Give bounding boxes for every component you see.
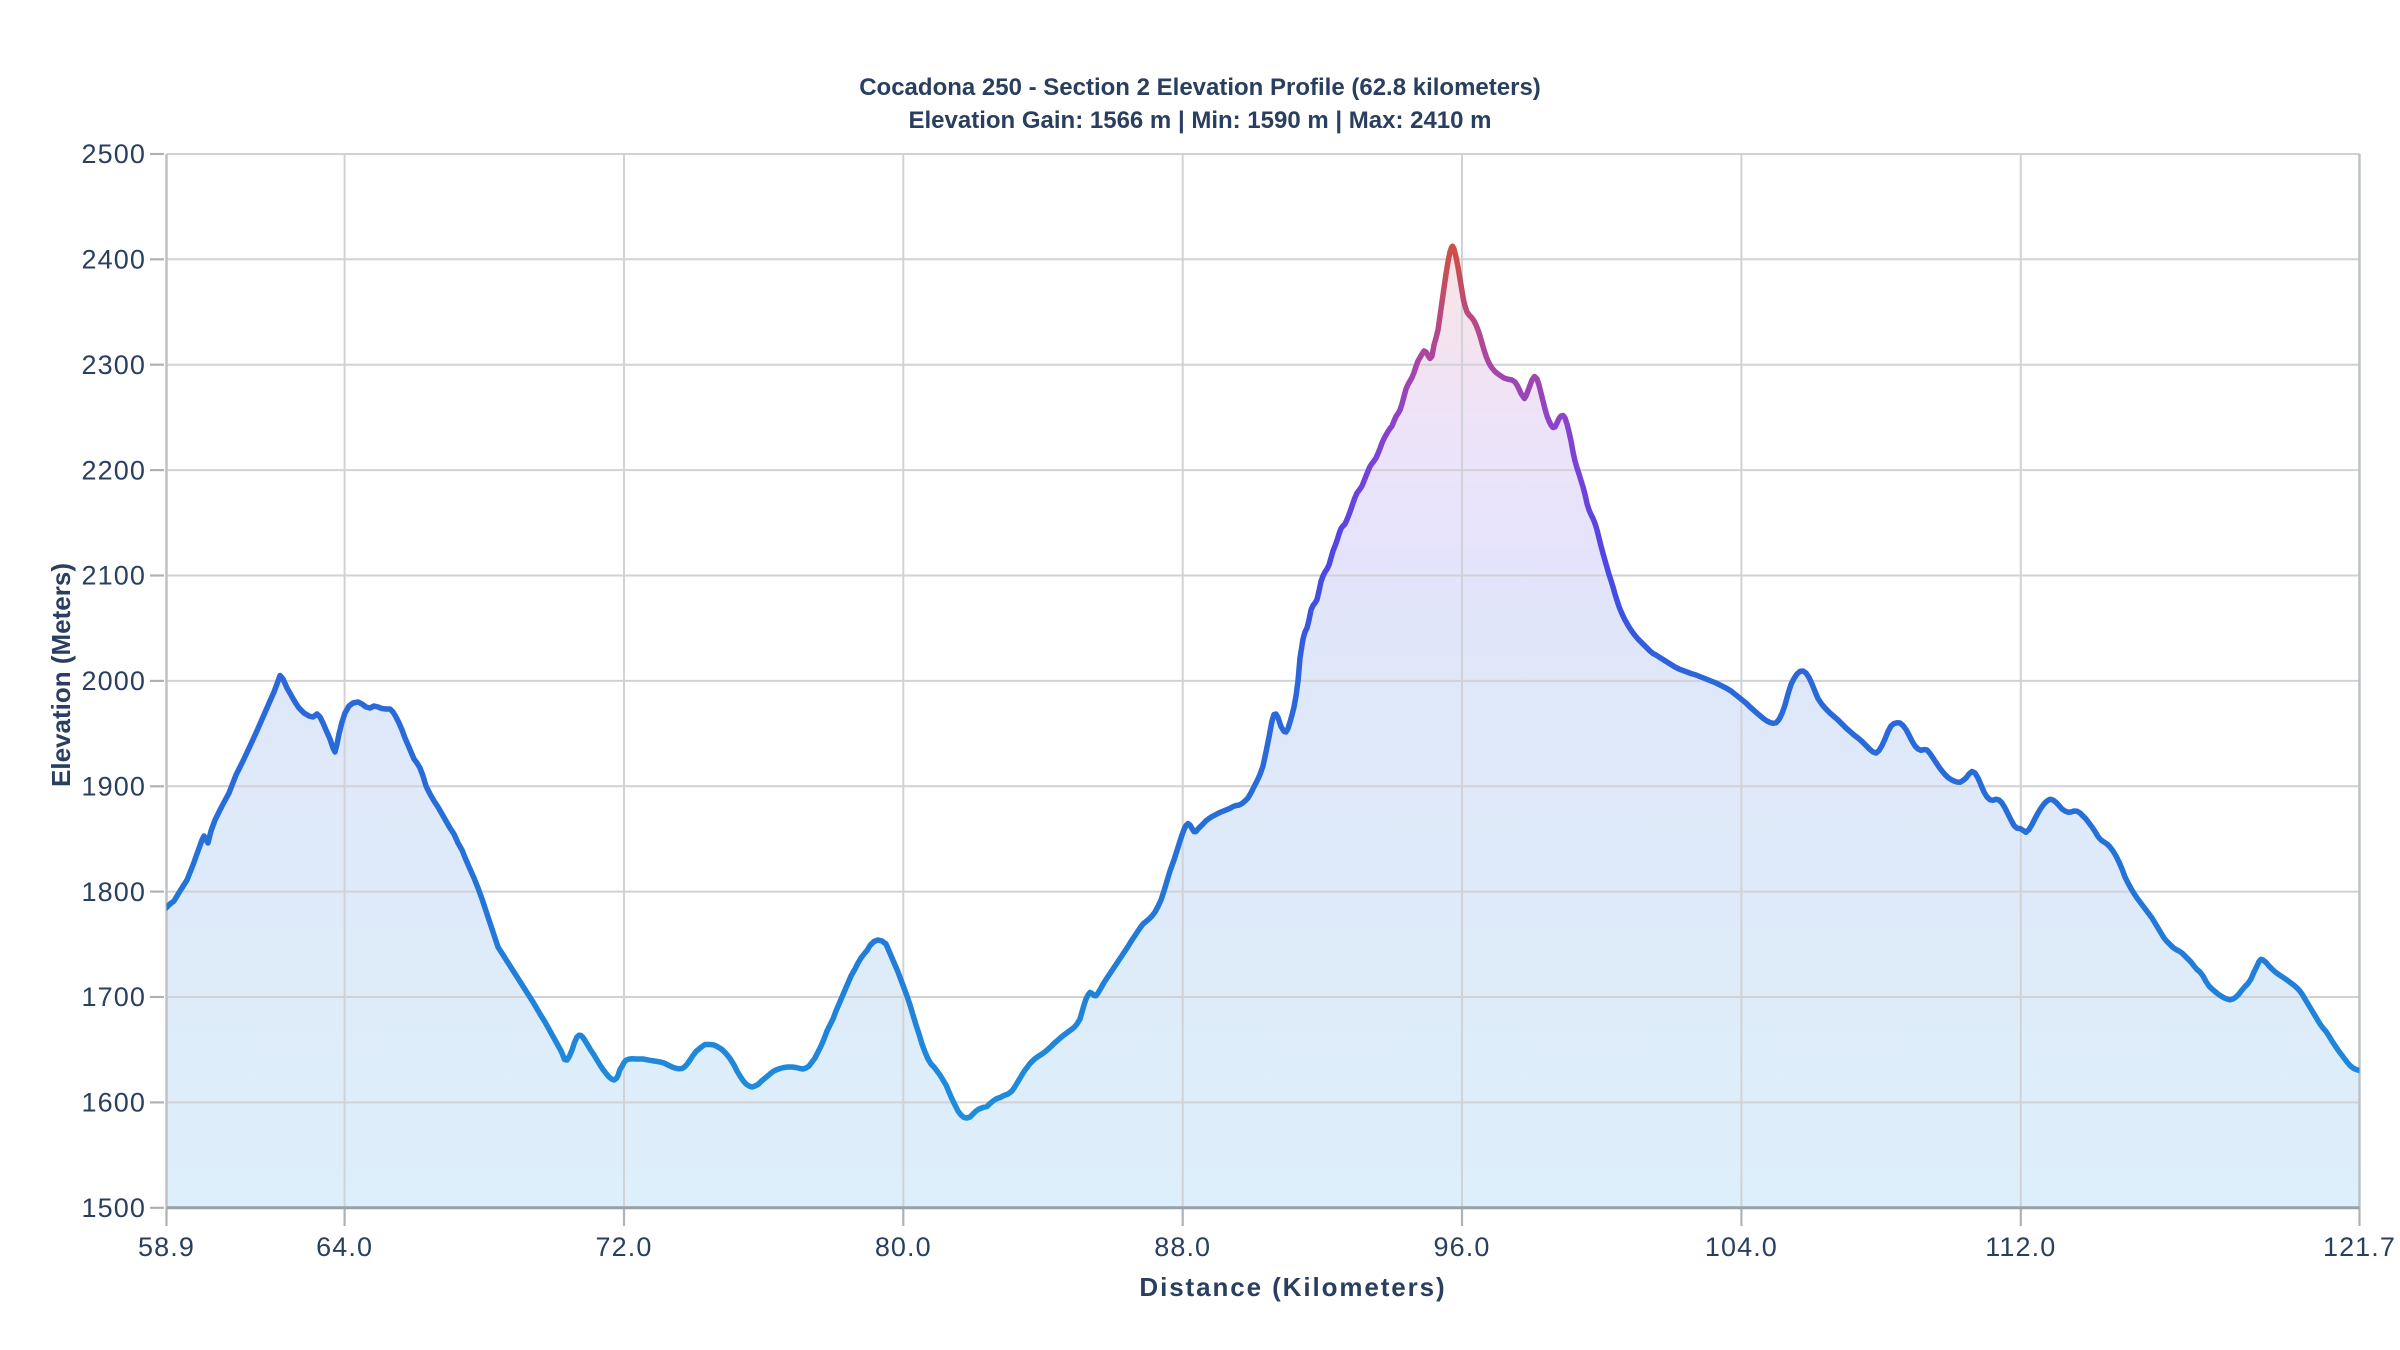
svg-text:1600: 1600 [82,1088,146,1118]
svg-text:1900: 1900 [82,772,146,802]
svg-text:1500: 1500 [82,1193,146,1223]
svg-text:121.7: 121.7 [2323,1232,2396,1262]
svg-text:2200: 2200 [82,455,146,485]
svg-text:Elevation (Meters): Elevation (Meters) [46,563,76,787]
svg-text:72.0: 72.0 [596,1232,653,1262]
svg-text:Distance (Kilometers): Distance (Kilometers) [1139,1272,1446,1302]
svg-text:88.0: 88.0 [1154,1232,1211,1262]
svg-text:2300: 2300 [82,350,146,380]
svg-text:112.0: 112.0 [1985,1232,2056,1262]
svg-text:2500: 2500 [82,139,146,169]
svg-text:2000: 2000 [82,666,146,696]
svg-text:64.0: 64.0 [316,1232,373,1262]
svg-text:96.0: 96.0 [1434,1232,1491,1262]
svg-text:Cocadona 250 - Section 2 Eleva: Cocadona 250 - Section 2 Elevation Profi… [859,74,1541,101]
svg-text:80.0: 80.0 [875,1232,932,1262]
svg-text:2400: 2400 [82,245,146,275]
svg-text:1700: 1700 [82,982,146,1012]
svg-text:104.0: 104.0 [1705,1232,1778,1262]
svg-text:2100: 2100 [82,561,146,591]
svg-text:Elevation Gain: 1566 m | Min:: Elevation Gain: 1566 m | Min: 1590 m | M… [909,107,1492,134]
svg-text:58.9: 58.9 [138,1232,195,1262]
svg-text:1800: 1800 [82,877,146,907]
